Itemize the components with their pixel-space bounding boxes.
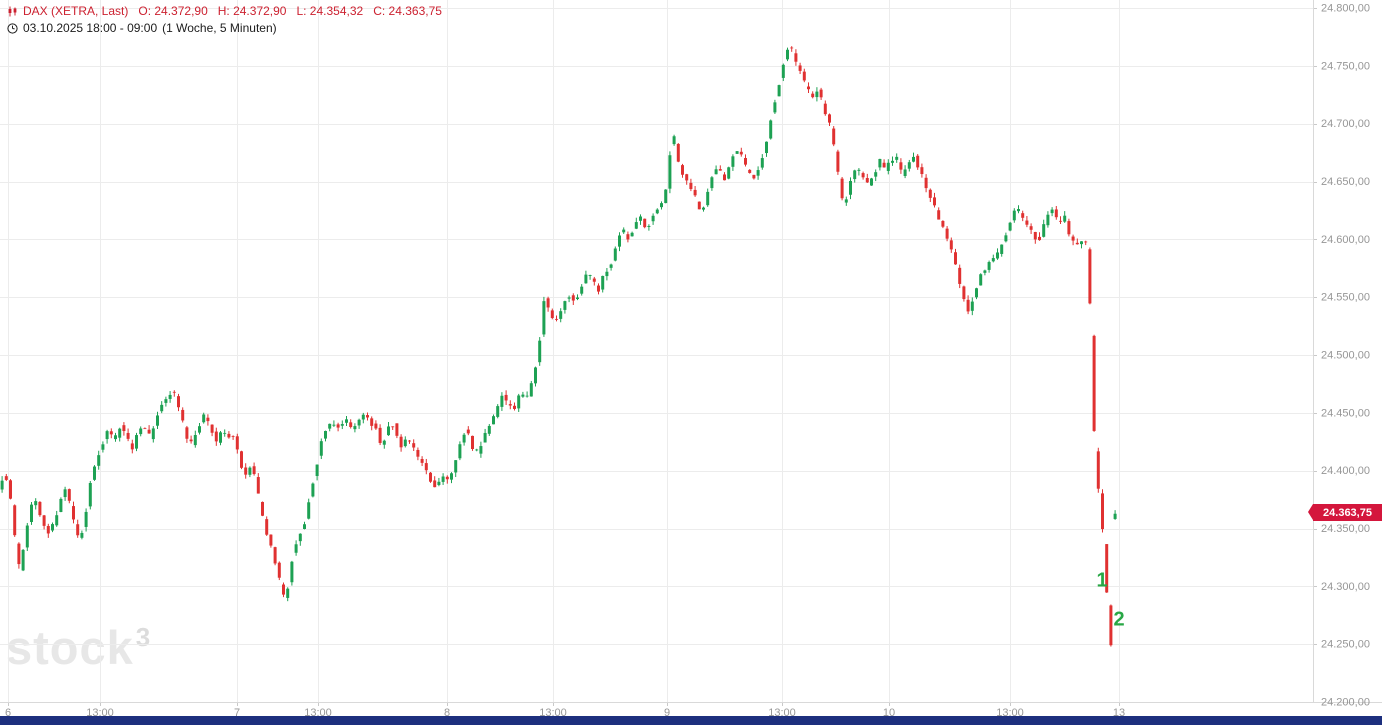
x-axis-label: 6 xyxy=(5,707,11,719)
y-axis-label: 24.500,00 xyxy=(1321,350,1370,362)
high-value: H: 24.372,90 xyxy=(217,4,287,18)
last-price-badge: 24.363,75 xyxy=(1308,504,1382,522)
date-range: 03.10.2025 18:00 - 09:00 xyxy=(23,21,158,35)
y-axis-label: 24.250,00 xyxy=(1321,639,1370,651)
y-axis-label: 24.700,00 xyxy=(1321,118,1370,130)
chart-header: DAX (XETRA, Last) O: 24.372,90 H: 24.372… xyxy=(7,4,442,36)
y-axis-label: 24.800,00 xyxy=(1321,3,1370,15)
instrument-row: DAX (XETRA, Last) O: 24.372,90 H: 24.372… xyxy=(7,4,442,19)
candles xyxy=(0,46,1117,647)
candlestick-icon xyxy=(7,6,18,17)
bottom-scrollbar[interactable] xyxy=(0,716,1382,725)
watermark-text: stock xyxy=(6,621,134,674)
instrument-name[interactable]: DAX (XETRA, Last) xyxy=(23,4,129,18)
y-axis-label: 24.550,00 xyxy=(1321,292,1370,304)
ohlc-values: O: 24.372,90 H: 24.372,90 L: 24.354,32 C… xyxy=(138,4,442,19)
grid xyxy=(0,0,1382,706)
y-axis-label: 24.300,00 xyxy=(1321,581,1370,593)
x-axis-label: 9 xyxy=(664,707,670,719)
y-axis-label: 24.600,00 xyxy=(1321,234,1370,246)
y-axis-label: 24.750,00 xyxy=(1321,60,1370,72)
y-axis-label: 24.200,00 xyxy=(1321,697,1370,709)
open-value: O: 24.372,90 xyxy=(138,4,208,18)
annotation-1: 1 xyxy=(1096,569,1107,591)
annotation-2: 2 xyxy=(1113,609,1124,631)
y-axis-label: 24.650,00 xyxy=(1321,176,1370,188)
x-axis-label: 8 xyxy=(444,707,450,719)
x-axis-label: 7 xyxy=(234,707,240,719)
timeframe-detail: (1 Woche, 5 Minuten) xyxy=(162,21,277,35)
badge-arrow xyxy=(1308,504,1313,521)
y-axis-label: 24.450,00 xyxy=(1321,407,1370,419)
y-axis-label: 24.350,00 xyxy=(1321,523,1370,535)
y-axis-label: 24.400,00 xyxy=(1321,465,1370,477)
close-value: C: 24.363,75 xyxy=(373,4,442,18)
low-value: L: 24.354,32 xyxy=(296,4,364,18)
clock-icon xyxy=(7,23,18,34)
timeframe-row: 03.10.2025 18:00 - 09:00 (1 Woche, 5 Min… xyxy=(7,21,442,36)
last-price-value: 24.363,75 xyxy=(1323,506,1372,519)
